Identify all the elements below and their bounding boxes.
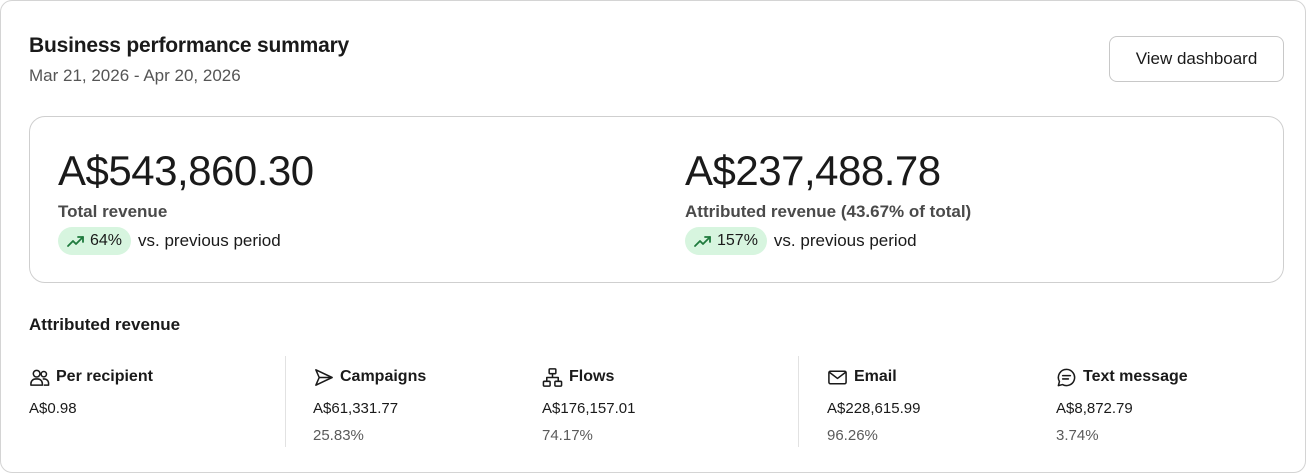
stat-flows: Flows A$176,157.01 74.17% [542, 366, 635, 444]
stat-name: Per recipient [56, 368, 153, 385]
comparison-text: vs. previous period [773, 231, 917, 250]
flow-icon [542, 367, 563, 387]
divider [285, 356, 286, 447]
send-icon [315, 368, 333, 386]
attributed-revenue-change: 157% vs. previous period [685, 227, 917, 255]
envelope-icon [828, 370, 847, 384]
total-revenue-change: 64% vs. previous period [58, 227, 281, 255]
stat-percent: 96.26% [827, 427, 878, 444]
stat-email: Email A$228,615.99 96.26% [827, 366, 920, 444]
trend-percent: 157% [717, 232, 758, 249]
trend-percent: 64% [90, 232, 123, 249]
stat-per-recipient: Per recipient A$0.98 [29, 366, 153, 417]
revenue-summary-panel: A$543,860.30 Total revenue 64% vs. previ… [29, 116, 1284, 283]
stat-name: Text message [1083, 368, 1188, 385]
stat-name: Campaigns [340, 368, 427, 385]
date-range: Mar 21, 2026 - Apr 20, 2026 [29, 66, 241, 85]
stat-text-message: Text message A$8,872.79 3.74% [1056, 366, 1188, 444]
trend-badge: 64% [58, 227, 132, 255]
trend-up-icon [67, 236, 84, 247]
total-revenue-value: A$543,860.30 [58, 147, 314, 194]
stat-amount: A$0.98 [29, 400, 77, 417]
divider [798, 356, 799, 447]
comparison-text: vs. previous period [138, 231, 281, 250]
view-dashboard-button[interactable]: View dashboard [1109, 36, 1284, 82]
total-revenue-label: Total revenue [58, 202, 168, 221]
trend-badge: 157% [685, 227, 767, 255]
stat-amount: A$8,872.79 [1056, 400, 1133, 417]
people-icon [30, 369, 50, 386]
stat-percent: 3.74% [1056, 427, 1099, 444]
page-title: Business performance summary [29, 34, 350, 57]
stat-amount: A$228,615.99 [827, 400, 921, 417]
stat-name: Email [854, 368, 897, 385]
stat-name: Flows [569, 368, 615, 385]
stat-campaigns: Campaigns A$61,331.77 25.83% [313, 366, 427, 444]
stat-percent: 74.17% [542, 427, 593, 444]
attributed-revenue-label: Attributed revenue (43.67% of total) [685, 202, 972, 221]
stat-percent: 25.83% [313, 427, 364, 444]
trend-up-icon [694, 236, 711, 247]
chat-bubble-icon [1057, 368, 1076, 386]
attributed-revenue-value: A$237,488.78 [685, 147, 941, 194]
stat-amount: A$176,157.01 [542, 400, 636, 417]
stat-amount: A$61,331.77 [313, 400, 399, 417]
attributed-revenue-section-title: Attributed revenue [29, 315, 181, 334]
